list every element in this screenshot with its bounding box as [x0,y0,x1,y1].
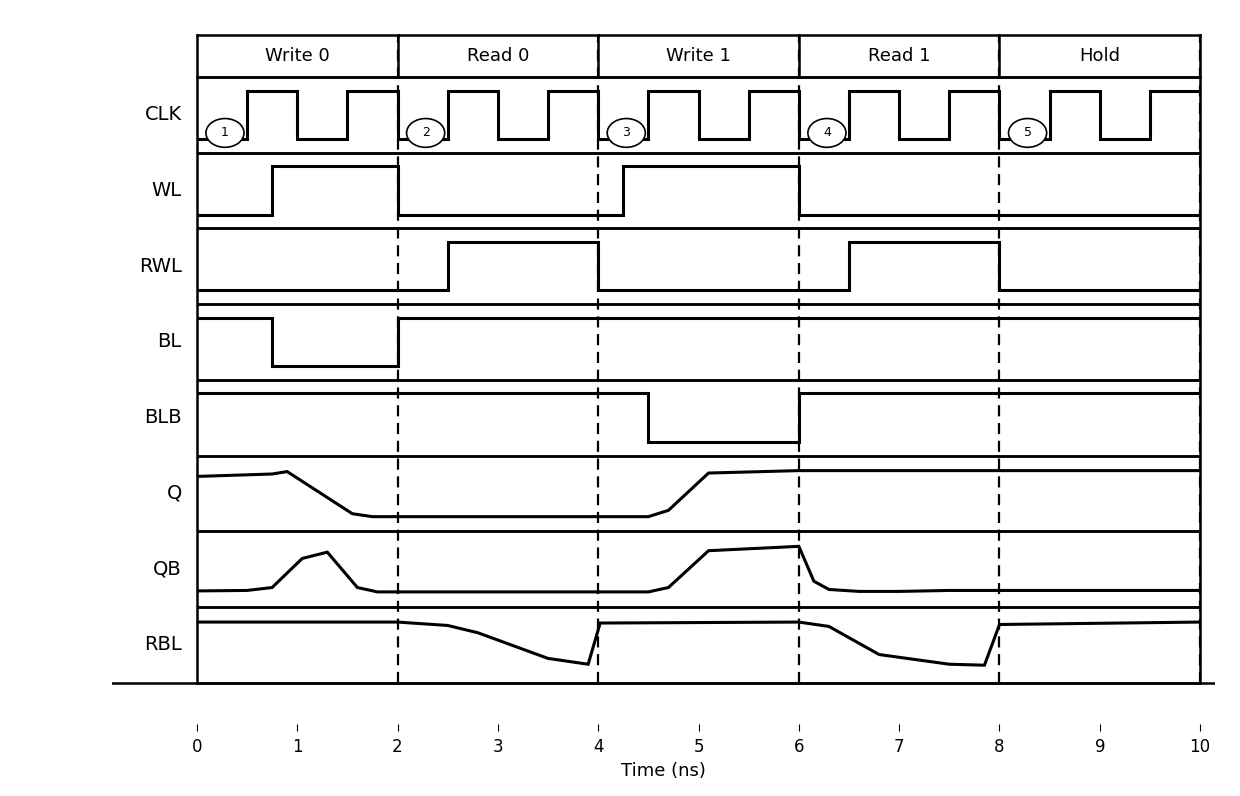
Text: 3: 3 [622,127,630,139]
Text: RBL: RBL [144,635,182,654]
Text: BLB: BLB [144,408,182,427]
Text: 1: 1 [221,127,229,139]
Circle shape [206,119,244,147]
Circle shape [808,119,846,147]
Text: Read 0: Read 0 [466,47,529,65]
Text: Hold: Hold [1079,47,1120,65]
Text: BL: BL [157,333,182,352]
Text: 5: 5 [1023,127,1032,139]
Circle shape [1008,119,1047,147]
Text: Q: Q [166,484,182,503]
Text: Write 1: Write 1 [666,47,730,65]
Text: WL: WL [151,181,182,200]
Text: Read 1: Read 1 [868,47,930,65]
Text: RWL: RWL [139,256,182,275]
Text: QB: QB [153,560,182,579]
Circle shape [407,119,445,147]
Text: 4: 4 [823,127,831,139]
Text: 2: 2 [422,127,429,139]
Text: CLK: CLK [145,105,182,124]
Circle shape [608,119,645,147]
X-axis label: Time (ns): Time (ns) [621,762,706,780]
Text: Write 0: Write 0 [265,47,330,65]
